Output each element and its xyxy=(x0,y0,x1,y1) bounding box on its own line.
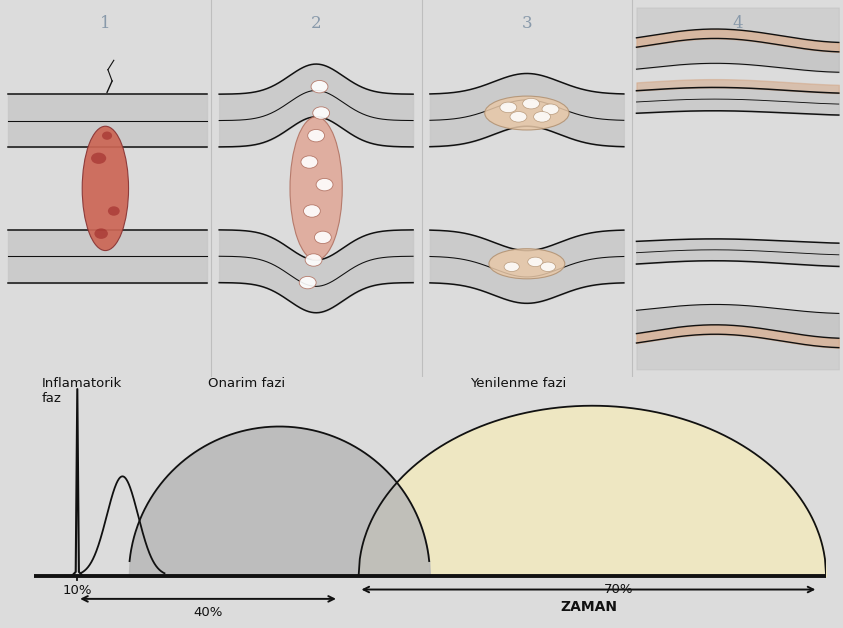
Ellipse shape xyxy=(311,80,328,93)
Ellipse shape xyxy=(303,205,320,217)
Ellipse shape xyxy=(108,206,120,216)
Ellipse shape xyxy=(523,99,540,109)
Ellipse shape xyxy=(308,129,325,142)
Text: ZAMAN: ZAMAN xyxy=(560,600,617,614)
Ellipse shape xyxy=(542,104,559,114)
Ellipse shape xyxy=(290,117,342,260)
Ellipse shape xyxy=(299,276,316,289)
Ellipse shape xyxy=(510,112,527,122)
Text: 10%: 10% xyxy=(62,584,92,597)
Text: 70%: 70% xyxy=(604,583,634,596)
Ellipse shape xyxy=(313,107,330,119)
Ellipse shape xyxy=(316,178,333,191)
Text: 1: 1 xyxy=(100,15,110,32)
Ellipse shape xyxy=(534,112,550,122)
Text: Inflamatorik
faz: Inflamatorik faz xyxy=(41,377,122,404)
Text: 3: 3 xyxy=(522,15,532,32)
Ellipse shape xyxy=(305,254,322,266)
Text: 4: 4 xyxy=(733,15,743,32)
Ellipse shape xyxy=(94,229,108,239)
Ellipse shape xyxy=(83,126,129,251)
Ellipse shape xyxy=(314,231,331,244)
Text: 2: 2 xyxy=(311,15,321,32)
Ellipse shape xyxy=(102,131,112,140)
Text: Yenilenme fazi: Yenilenme fazi xyxy=(470,377,566,389)
Ellipse shape xyxy=(504,262,519,271)
Text: Onarim fazi: Onarim fazi xyxy=(208,377,285,389)
Ellipse shape xyxy=(528,257,543,266)
Ellipse shape xyxy=(91,153,106,164)
Ellipse shape xyxy=(500,102,517,112)
Ellipse shape xyxy=(540,262,556,271)
Ellipse shape xyxy=(485,96,569,130)
Ellipse shape xyxy=(489,249,565,279)
Ellipse shape xyxy=(301,156,318,168)
Text: 40%: 40% xyxy=(193,606,223,619)
